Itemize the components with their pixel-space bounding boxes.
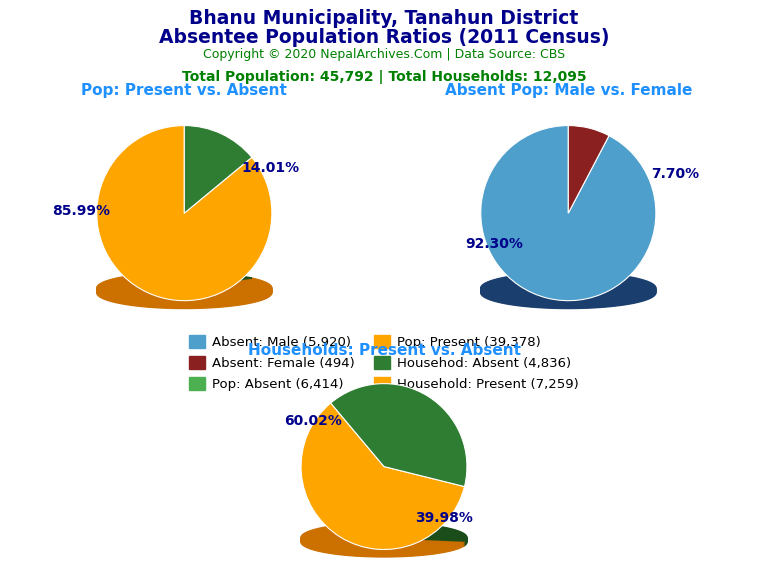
Polygon shape	[301, 526, 465, 553]
Text: 85.99%: 85.99%	[52, 204, 110, 218]
Polygon shape	[97, 274, 272, 305]
Polygon shape	[481, 275, 656, 307]
Wedge shape	[184, 126, 252, 213]
Polygon shape	[301, 529, 465, 555]
Polygon shape	[568, 274, 609, 289]
Polygon shape	[568, 275, 609, 291]
Wedge shape	[481, 126, 656, 301]
Polygon shape	[568, 275, 609, 291]
Polygon shape	[184, 275, 252, 291]
Text: 14.01%: 14.01%	[241, 161, 300, 175]
Polygon shape	[568, 274, 609, 290]
Polygon shape	[481, 276, 656, 308]
Polygon shape	[568, 272, 609, 288]
Polygon shape	[481, 272, 656, 304]
Polygon shape	[301, 529, 465, 556]
Polygon shape	[184, 274, 252, 290]
Polygon shape	[568, 274, 609, 290]
Wedge shape	[331, 384, 467, 487]
Polygon shape	[331, 524, 467, 543]
Text: Bhanu Municipality, Tanahun District: Bhanu Municipality, Tanahun District	[190, 9, 578, 28]
Text: Copyright © 2020 NepalArchives.Com | Data Source: CBS: Copyright © 2020 NepalArchives.Com | Dat…	[203, 48, 565, 62]
Polygon shape	[568, 273, 609, 289]
Polygon shape	[97, 273, 272, 304]
Wedge shape	[568, 126, 609, 213]
Title: Pop: Present vs. Absent: Pop: Present vs. Absent	[81, 84, 287, 98]
Polygon shape	[97, 274, 272, 305]
Text: 39.98%: 39.98%	[415, 511, 472, 525]
Wedge shape	[301, 403, 465, 550]
Polygon shape	[184, 274, 252, 290]
Polygon shape	[184, 276, 252, 291]
Polygon shape	[184, 272, 252, 288]
Polygon shape	[331, 525, 467, 543]
Polygon shape	[97, 274, 272, 306]
Title: Households: Present vs. Absent: Households: Present vs. Absent	[247, 343, 521, 358]
Polygon shape	[97, 275, 272, 306]
Polygon shape	[481, 273, 656, 304]
Polygon shape	[481, 275, 656, 306]
Text: 7.70%: 7.70%	[651, 166, 699, 181]
Polygon shape	[184, 275, 252, 291]
Polygon shape	[97, 275, 272, 307]
Polygon shape	[331, 525, 467, 544]
Polygon shape	[481, 274, 656, 305]
Polygon shape	[184, 274, 252, 289]
Polygon shape	[331, 522, 467, 541]
Text: 92.30%: 92.30%	[465, 237, 523, 251]
Polygon shape	[331, 527, 467, 545]
Polygon shape	[331, 526, 467, 545]
Text: Absentee Population Ratios (2011 Census): Absentee Population Ratios (2011 Census)	[159, 28, 609, 47]
Polygon shape	[184, 276, 252, 292]
Legend: Absent: Male (5,920), Absent: Female (494), Pop: Absent (6,414), Pop: Present (3: Absent: Male (5,920), Absent: Female (49…	[190, 335, 578, 391]
Polygon shape	[481, 276, 656, 308]
Polygon shape	[301, 529, 465, 555]
Polygon shape	[184, 277, 252, 293]
Polygon shape	[481, 277, 656, 309]
Polygon shape	[481, 274, 656, 306]
Polygon shape	[301, 527, 465, 554]
Title: Absent Pop: Male vs. Female: Absent Pop: Male vs. Female	[445, 84, 692, 98]
Wedge shape	[97, 126, 272, 301]
Polygon shape	[568, 277, 609, 293]
Polygon shape	[184, 273, 252, 289]
Polygon shape	[331, 524, 467, 542]
Polygon shape	[301, 528, 465, 554]
Polygon shape	[97, 276, 272, 308]
Polygon shape	[568, 276, 609, 292]
Polygon shape	[331, 523, 467, 541]
Polygon shape	[301, 528, 465, 555]
Text: 60.02%: 60.02%	[285, 414, 343, 428]
Polygon shape	[97, 272, 272, 304]
Polygon shape	[568, 276, 609, 291]
Polygon shape	[331, 526, 467, 545]
Polygon shape	[97, 277, 272, 309]
Polygon shape	[301, 526, 465, 552]
Polygon shape	[481, 274, 656, 305]
Polygon shape	[301, 530, 465, 557]
Polygon shape	[301, 530, 465, 556]
Text: Total Population: 45,792 | Total Households: 12,095: Total Population: 45,792 | Total Househo…	[182, 70, 586, 84]
Polygon shape	[331, 526, 467, 544]
Polygon shape	[97, 276, 272, 308]
